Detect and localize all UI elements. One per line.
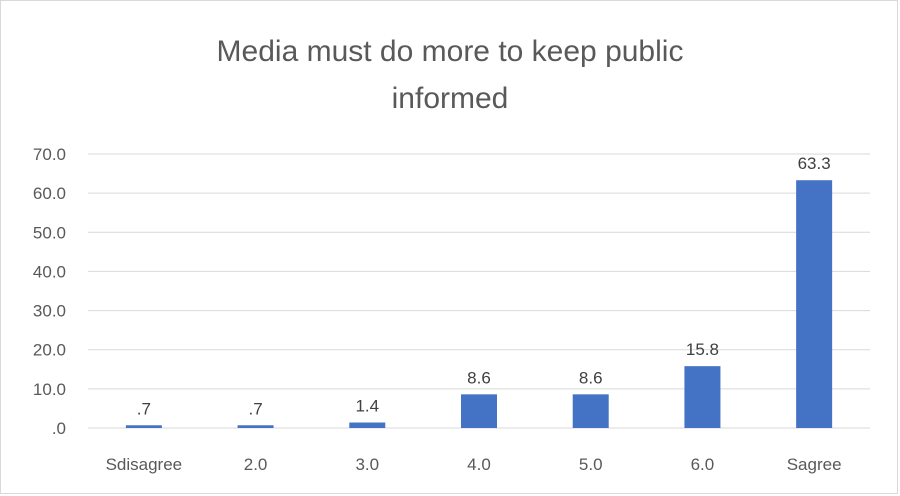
x-tick-label: Sdisagree xyxy=(106,455,183,474)
y-tick-label: 70.0 xyxy=(33,145,66,164)
y-tick-label: .0 xyxy=(52,419,66,438)
x-tick-label: 6.0 xyxy=(691,455,715,474)
x-tick-label: 5.0 xyxy=(579,455,603,474)
y-tick-label: 60.0 xyxy=(33,184,66,203)
data-label: 8.6 xyxy=(467,368,491,387)
data-label: .7 xyxy=(248,399,262,418)
chart-title-line-2: informed xyxy=(391,82,509,115)
bar xyxy=(572,394,609,428)
y-tick-label: 10.0 xyxy=(33,380,66,399)
bar xyxy=(349,422,386,428)
y-tick-label: 40.0 xyxy=(33,262,66,281)
chart-title: Media must do more to keep public inform… xyxy=(0,28,900,122)
data-label: 8.6 xyxy=(579,368,603,387)
data-label: .7 xyxy=(137,399,151,418)
data-label: 15.8 xyxy=(686,340,719,359)
y-tick-label: 50.0 xyxy=(33,223,66,242)
y-tick-label: 30.0 xyxy=(33,302,66,321)
data-label: 1.4 xyxy=(355,397,379,416)
y-tick-label: 20.0 xyxy=(33,341,66,360)
gridlines xyxy=(88,153,870,429)
bar xyxy=(125,425,162,428)
x-tick-label: Sagree xyxy=(787,455,842,474)
bar xyxy=(461,394,497,428)
bar xyxy=(796,180,833,428)
bar xyxy=(684,366,721,428)
y-axis: .0 10.0 20.0 30.0 40.0 50.0 60.0 70.0 xyxy=(33,145,66,438)
chart-title-line-1: Media must do more to keep public xyxy=(216,35,684,68)
x-tick-label: 4.0 xyxy=(467,455,491,474)
bars xyxy=(125,180,833,428)
bar xyxy=(237,425,274,428)
x-tick-label: 3.0 xyxy=(355,455,379,474)
data-labels: .7 .7 1.4 8.6 8.6 15.8 63.3 xyxy=(137,154,831,418)
data-label: 63.3 xyxy=(798,154,831,173)
x-tick-label: 2.0 xyxy=(244,455,268,474)
x-axis: Sdisagree 2.0 3.0 4.0 5.0 6.0 Sagree xyxy=(106,455,842,474)
